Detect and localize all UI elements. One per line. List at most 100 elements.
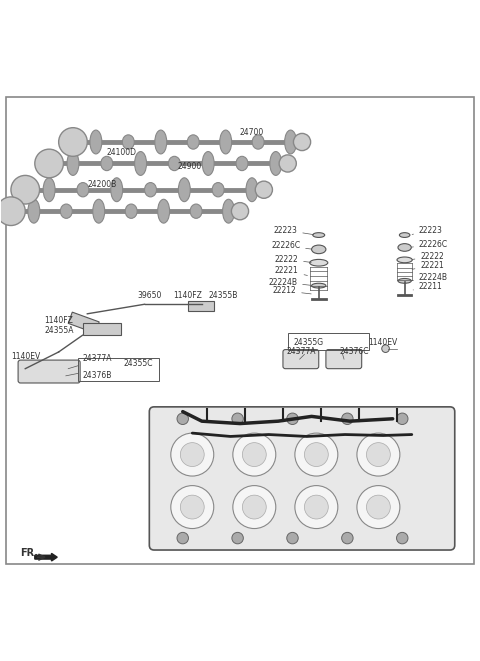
Ellipse shape: [285, 130, 297, 154]
Circle shape: [11, 175, 39, 204]
Text: 1140FZ: 1140FZ: [173, 291, 202, 300]
Text: 24377A: 24377A: [83, 354, 112, 363]
Ellipse shape: [67, 151, 79, 175]
Text: 22224B: 22224B: [268, 278, 311, 287]
Text: 22212: 22212: [273, 286, 311, 295]
Ellipse shape: [101, 156, 113, 171]
Ellipse shape: [399, 233, 410, 237]
Ellipse shape: [310, 259, 328, 266]
Circle shape: [0, 197, 25, 225]
FancyBboxPatch shape: [283, 350, 319, 369]
Ellipse shape: [28, 199, 40, 223]
Circle shape: [342, 413, 353, 424]
Ellipse shape: [179, 178, 190, 202]
Text: 24355C: 24355C: [123, 359, 153, 368]
Text: 22222: 22222: [412, 252, 444, 261]
Circle shape: [233, 433, 276, 476]
Bar: [78, 358, 159, 381]
Circle shape: [180, 495, 204, 519]
Bar: [83, 323, 120, 335]
Circle shape: [35, 149, 63, 178]
Text: 24377A: 24377A: [287, 348, 316, 356]
Text: FR.: FR.: [21, 548, 38, 558]
Circle shape: [232, 532, 243, 544]
Text: 22223: 22223: [412, 225, 443, 235]
Text: 22222: 22222: [275, 254, 311, 264]
Text: 1140EV: 1140EV: [368, 338, 397, 347]
Ellipse shape: [223, 199, 235, 223]
Ellipse shape: [125, 204, 137, 218]
Circle shape: [242, 443, 266, 467]
FancyBboxPatch shape: [326, 350, 362, 369]
Ellipse shape: [202, 151, 214, 175]
Ellipse shape: [246, 178, 258, 202]
Text: 24100D: 24100D: [107, 148, 136, 157]
Ellipse shape: [212, 182, 224, 197]
Ellipse shape: [155, 130, 167, 154]
Circle shape: [304, 443, 328, 467]
FancyBboxPatch shape: [18, 360, 80, 383]
Ellipse shape: [122, 135, 134, 149]
Circle shape: [396, 532, 408, 544]
Circle shape: [177, 532, 189, 544]
Circle shape: [293, 134, 311, 151]
Circle shape: [342, 532, 353, 544]
Circle shape: [304, 495, 328, 519]
Ellipse shape: [77, 182, 89, 197]
Circle shape: [171, 433, 214, 476]
Text: 24376C: 24376C: [339, 348, 369, 356]
Circle shape: [396, 413, 408, 424]
Circle shape: [287, 532, 298, 544]
Ellipse shape: [134, 151, 146, 175]
FancyBboxPatch shape: [149, 407, 455, 550]
Circle shape: [231, 203, 249, 220]
Text: 22226C: 22226C: [271, 241, 311, 251]
Text: 22221: 22221: [275, 266, 308, 276]
Ellipse shape: [236, 156, 248, 171]
Text: 24200B: 24200B: [87, 180, 117, 189]
Circle shape: [177, 413, 189, 424]
Bar: [188, 301, 214, 311]
Ellipse shape: [312, 284, 326, 288]
Circle shape: [180, 443, 204, 467]
Ellipse shape: [270, 151, 282, 175]
Text: 24900: 24900: [178, 162, 202, 171]
Text: 39650: 39650: [137, 291, 162, 300]
Circle shape: [255, 181, 273, 198]
Circle shape: [382, 345, 389, 352]
Circle shape: [295, 486, 338, 529]
Text: 24355G: 24355G: [293, 338, 324, 347]
Ellipse shape: [43, 178, 55, 202]
Ellipse shape: [252, 135, 264, 149]
Ellipse shape: [60, 204, 72, 218]
Circle shape: [279, 155, 296, 172]
Circle shape: [232, 413, 243, 424]
Circle shape: [366, 495, 390, 519]
Text: 22221: 22221: [412, 260, 444, 270]
Circle shape: [287, 413, 298, 424]
Ellipse shape: [312, 245, 326, 254]
Circle shape: [357, 433, 400, 476]
Text: 22211: 22211: [413, 282, 443, 292]
Bar: [288, 333, 369, 350]
Text: 22223: 22223: [274, 225, 313, 235]
Text: 1140EV: 1140EV: [11, 352, 40, 361]
Ellipse shape: [398, 244, 411, 251]
Circle shape: [171, 486, 214, 529]
Ellipse shape: [168, 156, 180, 171]
Circle shape: [242, 495, 266, 519]
Ellipse shape: [157, 199, 169, 223]
Text: 22224B: 22224B: [412, 273, 448, 282]
Text: 22226C: 22226C: [412, 239, 448, 249]
Ellipse shape: [398, 278, 411, 284]
Circle shape: [366, 443, 390, 467]
Ellipse shape: [144, 182, 156, 197]
Text: 24376B: 24376B: [83, 371, 112, 380]
Ellipse shape: [397, 257, 412, 262]
Ellipse shape: [111, 178, 123, 202]
Text: 1140FZ: 1140FZ: [44, 317, 73, 325]
Ellipse shape: [313, 233, 324, 237]
Circle shape: [59, 128, 87, 156]
Ellipse shape: [187, 135, 199, 149]
Bar: [68, 312, 99, 333]
